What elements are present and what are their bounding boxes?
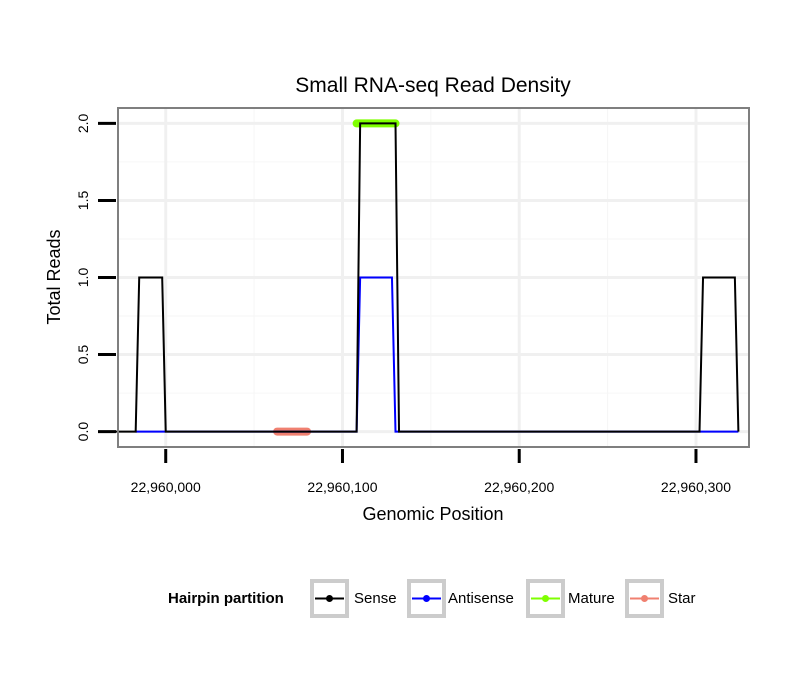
legend-label: Star xyxy=(668,590,696,607)
series-line-sense xyxy=(107,122,740,433)
y-axis: 0.0 0.5 1.0 1.5 2.0 xyxy=(75,113,116,441)
y-axis-label: Total Reads xyxy=(44,229,64,324)
y-tick-label: 0.0 xyxy=(75,422,91,442)
legend-entry-mature: Mature xyxy=(526,579,615,618)
y-tick-label: 0.5 xyxy=(75,345,91,365)
x-tick-label: 22,960,200 xyxy=(484,479,554,495)
y-tick-label: 2.0 xyxy=(75,113,91,133)
legend-label: Sense xyxy=(354,590,397,607)
y-tick-label: 1.5 xyxy=(75,191,91,211)
grid xyxy=(118,108,749,447)
legend-entry-sense: Sense xyxy=(310,579,397,618)
legend-key-point xyxy=(326,595,333,602)
x-axis: 22,960,000 22,960,100 22,960,200 22,960,300 xyxy=(131,449,731,495)
legend-entry-antisense: Antisense xyxy=(407,579,514,618)
legend-key-point xyxy=(542,595,549,602)
x-tick-label: 22,960,000 xyxy=(131,479,201,495)
x-axis-label: Genomic Position xyxy=(362,504,503,524)
legend: Hairpin partition Sense Antisense Mature St… xyxy=(168,579,696,618)
legend-entries: Sense Antisense Mature Star xyxy=(310,579,696,618)
x-tick-label: 22,960,100 xyxy=(307,479,377,495)
legend-key-point xyxy=(423,595,430,602)
x-tick-label: 22,960,300 xyxy=(661,479,731,495)
series-layer xyxy=(107,119,740,436)
legend-entry-star: Star xyxy=(625,579,696,618)
legend-title: Hairpin partition xyxy=(168,590,284,607)
legend-label: Mature xyxy=(568,590,615,607)
y-tick-label: 1.0 xyxy=(75,268,91,288)
plot-border xyxy=(117,107,750,448)
legend-label: Antisense xyxy=(448,590,514,607)
legend-key-point xyxy=(641,595,648,602)
chart-title: Small RNA-seq Read Density xyxy=(295,74,571,97)
